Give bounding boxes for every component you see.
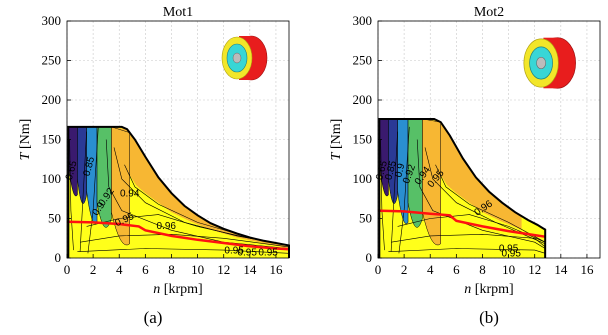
x-axis-unit: [krpm] xyxy=(160,282,202,297)
max-torque-envelope xyxy=(378,118,547,259)
x-axis-variable: n xyxy=(464,282,471,297)
efficiency-contour-3 xyxy=(87,126,99,254)
contour-label: 0.85 xyxy=(383,159,399,181)
efficiency-contour-8 xyxy=(391,233,546,248)
y-tick-label: 50 xyxy=(359,211,372,226)
x-tick-label: 10 xyxy=(502,262,515,277)
y-tick-label: 0 xyxy=(55,250,62,265)
contour-label: 0.95 xyxy=(499,244,519,255)
y-tick-label: 300 xyxy=(353,13,373,28)
efficiency-contour-2 xyxy=(390,131,398,252)
x-axis-label: n [krpm] xyxy=(153,282,202,297)
chart-title: Mot1 xyxy=(163,5,193,20)
y-tick-label: 150 xyxy=(42,132,62,147)
motor-shaft xyxy=(232,52,242,64)
y-axis-unit: [Nm] xyxy=(329,119,344,153)
efficiency-band-3 xyxy=(397,118,409,224)
y-tick-label: 100 xyxy=(353,171,373,186)
efficiency-contour-7 xyxy=(397,214,546,243)
contour-label: 0.95 xyxy=(224,245,244,256)
x-tick-label: 0 xyxy=(375,262,382,277)
efficiency-band-orange xyxy=(422,119,522,230)
motor-shaft xyxy=(536,56,546,70)
x-tick-label: 6 xyxy=(453,262,460,277)
y-tick-label: 150 xyxy=(353,132,373,147)
y-tick-label: 50 xyxy=(48,211,61,226)
contour-label: 0.95 xyxy=(258,248,278,259)
efficiency-band-4 xyxy=(407,118,423,228)
operating-line xyxy=(377,209,546,238)
x-tick-label: 16 xyxy=(269,262,283,277)
efficiency-contour-9 xyxy=(77,248,290,254)
x-tick-label: 8 xyxy=(479,262,486,277)
y-axis-label: T [Nm] xyxy=(329,119,344,161)
operating-line xyxy=(66,220,290,251)
y-tick-label: 200 xyxy=(42,92,62,107)
efficiency-contour-1 xyxy=(69,139,74,251)
y-tick-label: 250 xyxy=(42,53,62,68)
x-tick-label: 0 xyxy=(64,262,71,277)
motor-illustration xyxy=(523,37,576,89)
panel-caption: (b) xyxy=(479,308,499,327)
y-axis-label: T [Nm] xyxy=(18,119,33,161)
motor-illustration xyxy=(221,35,268,81)
x-tick-label: 12 xyxy=(528,262,541,277)
y-axis-unit: [Nm] xyxy=(18,119,33,153)
y-tick-label: 300 xyxy=(42,13,62,28)
x-tick-label: 8 xyxy=(168,262,175,277)
y-axis-variable: T xyxy=(18,151,33,160)
x-tick-label: 14 xyxy=(554,262,568,277)
max-torque-envelope xyxy=(67,125,290,259)
x-tick-label: 14 xyxy=(243,262,257,277)
x-tick-label: 16 xyxy=(580,262,594,277)
chart-panel-1: 0.65 0.850.90.92 0.940.95 0.960.950.95 0.950… xyxy=(18,5,290,327)
x-axis-unit: [krpm] xyxy=(471,282,513,297)
chart-panel-2: 0.650.850.90.920.940.950.960.950.950 2 4 6 8… xyxy=(329,5,601,327)
x-tick-label: 2 xyxy=(401,262,408,277)
x-tick-label: 2 xyxy=(90,262,97,277)
contour-label: 0.85 xyxy=(82,155,98,177)
y-axis-variable: T xyxy=(329,151,344,160)
efficiency-band-4 xyxy=(96,126,112,228)
efficiency-contour-9 xyxy=(388,248,546,254)
contour-label: 0.95 xyxy=(237,248,257,259)
y-tick-label: 0 xyxy=(366,250,373,265)
x-axis-label: n [krpm] xyxy=(464,282,513,297)
contour-label: 0.96 xyxy=(157,221,177,232)
chart-title: Mot2 xyxy=(474,5,504,20)
contour-label: 0.94 xyxy=(120,188,140,199)
contour-label: 0.65 xyxy=(64,159,80,181)
panel-caption: (a) xyxy=(144,308,163,327)
x-axis-variable: n xyxy=(153,282,160,297)
y-tick-label: 100 xyxy=(42,171,62,186)
efficiency-contour-5 xyxy=(424,147,546,245)
contour-label: 0.95 xyxy=(501,248,521,259)
x-tick-label: 4 xyxy=(116,262,123,277)
efficiency-contour-2 xyxy=(79,131,87,252)
contour-label: 0.9 xyxy=(393,162,407,179)
efficiency-contour-8 xyxy=(80,233,290,248)
x-tick-label: 6 xyxy=(142,262,149,277)
y-tick-label: 250 xyxy=(353,53,373,68)
x-tick-label: 10 xyxy=(191,262,204,277)
x-tick-label: 4 xyxy=(427,262,434,277)
y-tick-label: 200 xyxy=(353,92,373,107)
efficiency-contour-6 xyxy=(435,164,546,243)
x-tick-label: 12 xyxy=(217,262,230,277)
